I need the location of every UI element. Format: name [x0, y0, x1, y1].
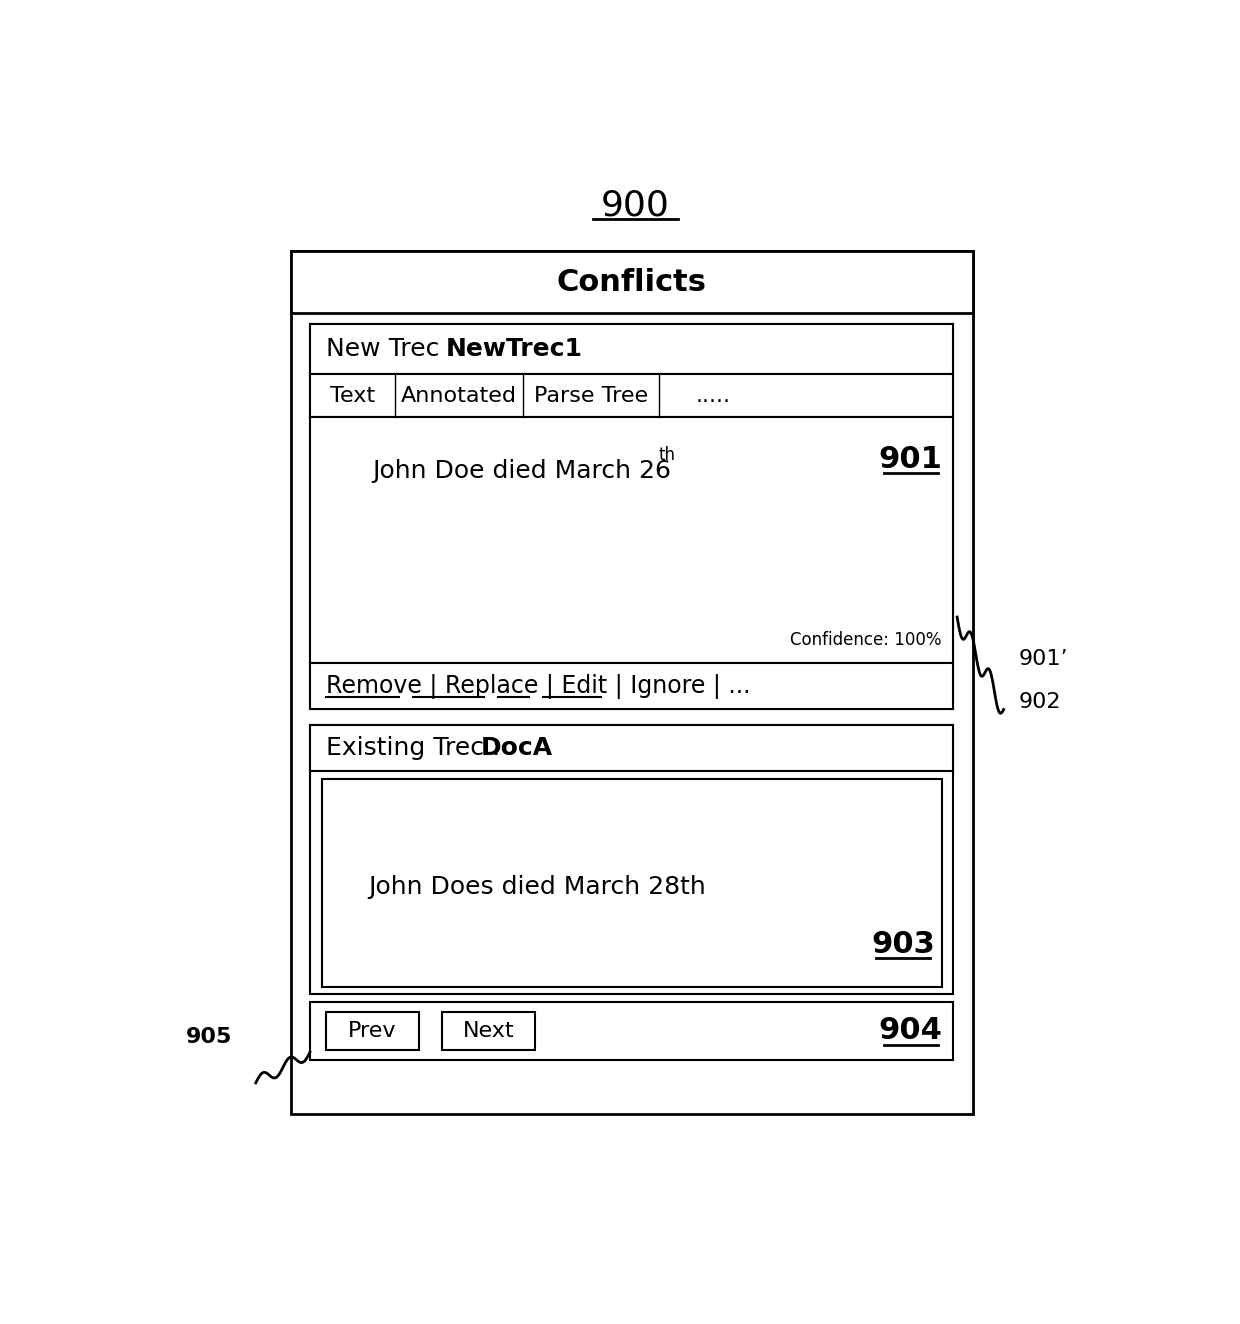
Bar [441, 1012, 534, 1050]
Bar [325, 1012, 419, 1050]
Text: Next: Next [463, 1021, 515, 1041]
Text: Remove | Replace | Edit | Ignore | ...: Remove | Replace | Edit | Ignore | ... [325, 674, 750, 699]
Text: 905: 905 [186, 1026, 233, 1047]
Text: 901’: 901’ [1019, 649, 1069, 670]
Bar [321, 779, 941, 986]
Text: .....: ..... [696, 385, 730, 405]
Text: Prev: Prev [347, 1021, 397, 1041]
Text: 901: 901 [879, 445, 942, 474]
Text: 904: 904 [879, 1017, 942, 1046]
Bar [310, 1002, 954, 1059]
Text: Conflicts: Conflicts [557, 267, 707, 297]
Text: 903: 903 [870, 929, 935, 959]
Text: Confidence: 100%: Confidence: 100% [791, 632, 942, 649]
Bar [290, 252, 972, 1113]
Bar [310, 324, 954, 375]
Text: DocA: DocA [481, 736, 553, 760]
Text: 900: 900 [601, 188, 670, 222]
Text: New Trec :: New Trec : [325, 338, 464, 361]
Bar [310, 375, 954, 417]
Bar [310, 324, 954, 710]
Bar [310, 724, 954, 771]
Text: NewTrec1: NewTrec1 [445, 338, 583, 361]
Text: John Does died March 28th: John Does died March 28th [368, 875, 706, 899]
Text: th: th [658, 446, 676, 465]
Bar [310, 663, 954, 710]
Text: John Doe died March 26: John Doe died March 26 [372, 458, 671, 483]
Bar [310, 724, 954, 994]
Text: Annotated: Annotated [402, 385, 517, 405]
Bar [290, 252, 972, 312]
Text: Parse Tree: Parse Tree [534, 385, 649, 405]
Bar [310, 417, 954, 663]
Text: Text: Text [330, 385, 376, 405]
Text: Existing Trec :: Existing Trec : [325, 736, 508, 760]
Text: 902: 902 [1019, 691, 1061, 712]
